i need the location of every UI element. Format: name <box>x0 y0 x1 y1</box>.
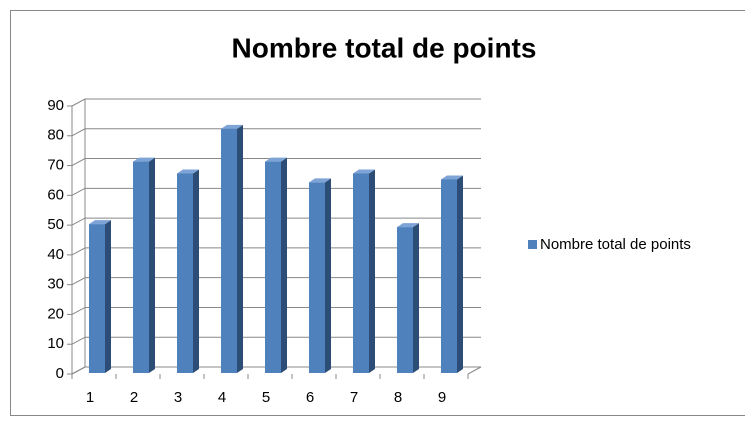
grid-line <box>71 187 481 196</box>
bar-side <box>457 175 463 373</box>
bar-top <box>309 178 331 183</box>
chart-frame <box>10 10 745 416</box>
x-tick-label: 1 <box>86 389 94 406</box>
grid-line <box>71 277 481 286</box>
x-tick-label: 2 <box>130 389 138 406</box>
bar-side <box>281 157 287 373</box>
bar-side <box>149 157 155 373</box>
y-tick-label: 50 <box>47 216 64 233</box>
bar-top <box>441 175 463 180</box>
grid-line <box>71 217 481 226</box>
bar <box>441 179 457 373</box>
bar-top <box>133 157 155 162</box>
bar-top <box>177 169 199 174</box>
x-tick-label: 3 <box>174 389 182 406</box>
x-tick-label: 6 <box>306 389 314 406</box>
legend-label: Nombre total de points <box>540 236 691 253</box>
bar-side <box>105 220 111 373</box>
grid-line <box>71 247 481 256</box>
grid-line <box>71 158 481 166</box>
y-tick-label: 30 <box>47 276 64 293</box>
y-tick-label: 70 <box>47 157 64 174</box>
bar-side <box>237 124 243 373</box>
bar <box>265 161 281 373</box>
bar-side <box>193 169 199 373</box>
bar <box>133 161 149 373</box>
x-tick-label: 7 <box>350 389 358 406</box>
grid-line <box>71 128 481 137</box>
bar-side <box>325 178 331 373</box>
legend-swatch <box>528 240 537 249</box>
x-tick-label: 4 <box>218 389 226 406</box>
bar-top <box>221 124 243 129</box>
x-tick-label: 9 <box>438 389 446 406</box>
y-tick-label: 40 <box>47 246 64 263</box>
bar <box>353 173 369 373</box>
bar-top <box>89 220 111 225</box>
y-tick-label: 10 <box>47 335 64 352</box>
chart-title: Nombre total de points <box>232 32 537 63</box>
bar-side <box>413 223 419 373</box>
grid-line <box>71 98 481 107</box>
bar <box>397 227 413 373</box>
bar-top <box>265 157 287 162</box>
bar <box>89 224 105 373</box>
grid-line <box>71 366 481 375</box>
bar <box>221 128 237 373</box>
grid-line <box>71 336 481 345</box>
y-tick-label: 0 <box>56 365 64 382</box>
bar-side <box>369 169 375 373</box>
bar <box>177 173 193 373</box>
y-tick-label: 90 <box>47 97 64 114</box>
bar <box>309 182 325 373</box>
y-tick-label: 60 <box>47 186 64 203</box>
grid-line <box>71 306 481 315</box>
y-tick-label: 80 <box>47 127 64 144</box>
bar-top <box>353 169 375 174</box>
y-tick-label: 20 <box>47 305 64 322</box>
x-tick-label: 5 <box>262 389 270 406</box>
bar-top <box>397 223 419 228</box>
x-tick-label: 8 <box>394 389 402 406</box>
